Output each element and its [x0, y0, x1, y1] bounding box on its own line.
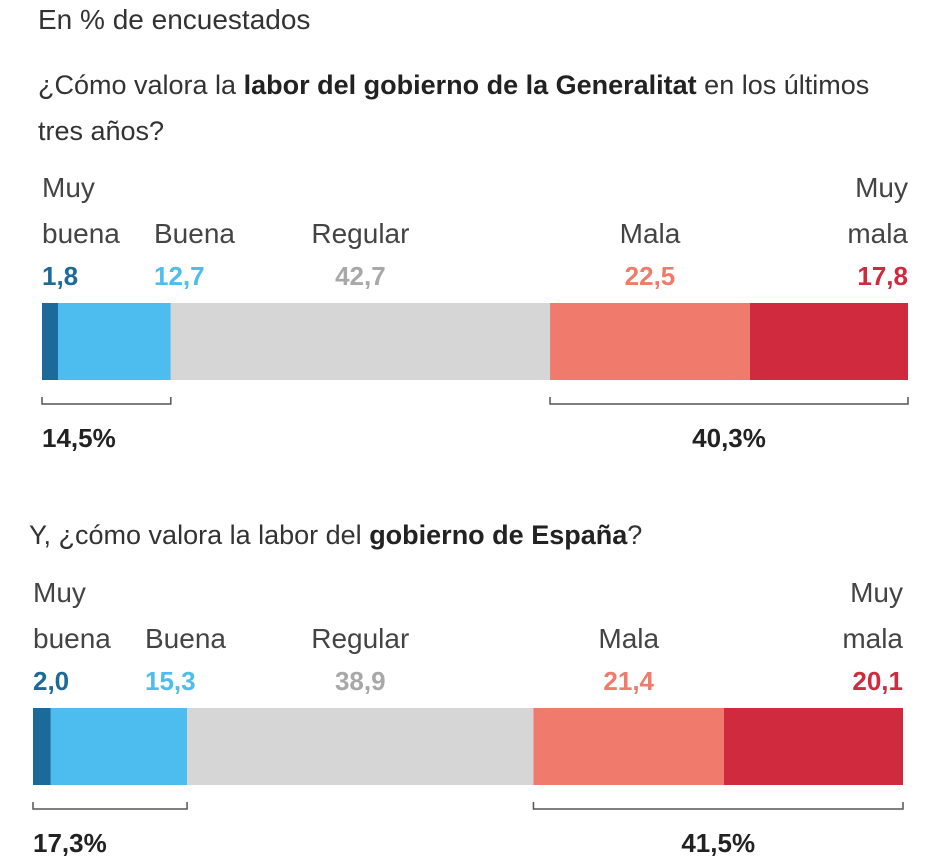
- value-label: 21,4: [603, 666, 655, 696]
- bracket: [41, 397, 172, 405]
- value-label: 17,8: [857, 261, 908, 291]
- chart-title: Y, ¿cómo valora la labor del gobierno de…: [29, 512, 889, 558]
- series-name: Mala: [619, 218, 681, 249]
- label-group: Mala 21,4: [598, 616, 659, 700]
- series-name: Buena: [145, 623, 226, 654]
- bar-segment: [33, 708, 51, 785]
- series-name: Muy mala: [842, 577, 904, 654]
- bar-segment: [187, 708, 534, 785]
- bracket: [532, 802, 904, 810]
- title-bold: labor del gobierno de la Generalitat: [243, 70, 697, 100]
- bracket: [549, 397, 909, 405]
- label-group: Buena 15,3: [145, 616, 226, 700]
- total-label: 41,5%: [681, 828, 756, 858]
- label-group: Muy buena 2,0: [33, 570, 111, 700]
- title-bold: gobierno de España: [369, 520, 628, 550]
- series-name: Muy mala: [847, 172, 909, 249]
- value-label: 1,8: [42, 261, 79, 291]
- label-group: Muy mala 20,1: [842, 570, 903, 700]
- bar-segment: [550, 303, 750, 380]
- series-name: Mala: [598, 623, 660, 654]
- label-group: Mala 22,5: [620, 211, 681, 295]
- subtitle: En % de encuestados: [38, 4, 311, 35]
- label-group: Muy mala 17,8: [847, 165, 908, 295]
- value-label: 20,1: [852, 666, 903, 696]
- bar-segment: [170, 303, 551, 380]
- bar-segment: [42, 303, 58, 380]
- bar-segment: [724, 708, 903, 785]
- bracket: [32, 802, 188, 810]
- label-group: Regular 42,7: [311, 211, 409, 295]
- value-label: 12,7: [154, 261, 205, 291]
- series-name: Muy buena: [33, 577, 111, 654]
- label-group: Buena 12,7: [154, 211, 235, 295]
- bar-segment: [749, 303, 908, 380]
- value-label: 42,7: [335, 261, 386, 291]
- label-group: Regular 38,9: [311, 616, 409, 700]
- title-text: en los últimos tres años?: [38, 70, 870, 146]
- title-text: Y, ¿cómo valora la labor del: [29, 520, 370, 550]
- chart-title: ¿Cómo valora la labor del gobierno de la…: [38, 62, 898, 154]
- value-label: 38,9: [334, 666, 386, 696]
- total-label: 40,3%: [692, 423, 766, 453]
- series-name: Buena: [154, 218, 235, 249]
- bar-segment: [533, 708, 725, 785]
- label-group: Muy buena 1,8: [42, 165, 120, 295]
- title-text: ?: [627, 520, 643, 550]
- total-label: 17,3%: [33, 828, 107, 858]
- value-label: 2,0: [33, 666, 70, 696]
- series-name: Regular: [311, 218, 410, 249]
- series-name: Regular: [311, 623, 410, 654]
- title-text: ¿Cómo valora la: [38, 70, 244, 100]
- value-label: 22,5: [624, 261, 676, 291]
- series-name: Muy buena: [42, 172, 120, 249]
- value-label: 15,3: [145, 666, 196, 696]
- bar-segment: [50, 708, 188, 785]
- total-label: 14,5%: [42, 423, 116, 453]
- bar-segment: [57, 303, 171, 380]
